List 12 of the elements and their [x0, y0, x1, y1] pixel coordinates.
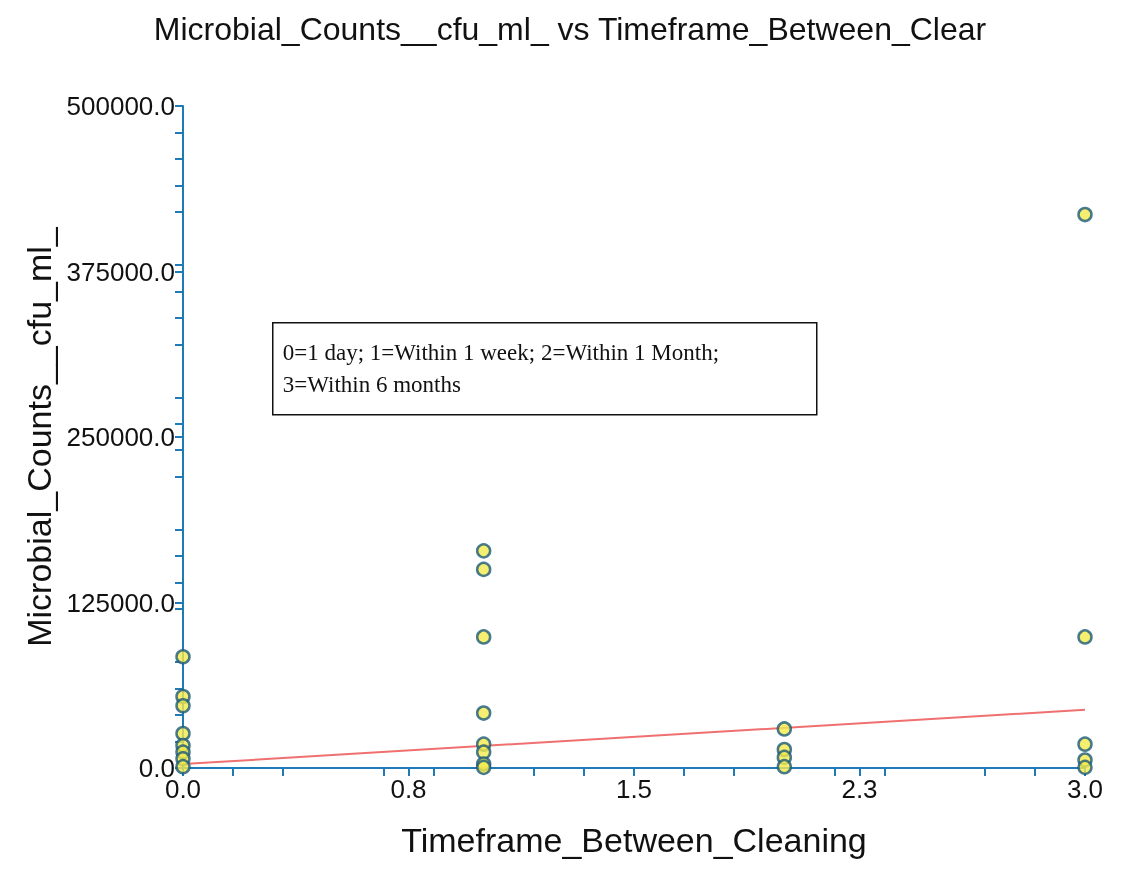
x-axis-title: Timeframe_Between_Cleaning	[401, 821, 867, 859]
x-tick-label: 3.0	[1066, 774, 1104, 804]
x-tick-label: 0.8	[390, 774, 427, 804]
y-axis-title: Microbial_Counts__cfu_ml_	[19, 226, 58, 647]
y-tick-label: 125000.0	[66, 587, 175, 618]
chart-title: Microbial_Counts__cfu_ml_ vs Timeframe_Between_Clear	[153, 11, 987, 47]
y-tick-label: 375000.0	[66, 256, 175, 287]
annotation: 0=1 day; 1=Within 1 week; 2=Within 1 Month; 3=Within 6 months	[282, 340, 725, 398]
y-tick-label: 500000.0	[66, 91, 175, 121]
x-tick-label: 2.3	[841, 774, 878, 804]
x-tick-label: 1.5	[615, 774, 653, 804]
y-tick-label: 250000.0	[66, 422, 175, 452]
